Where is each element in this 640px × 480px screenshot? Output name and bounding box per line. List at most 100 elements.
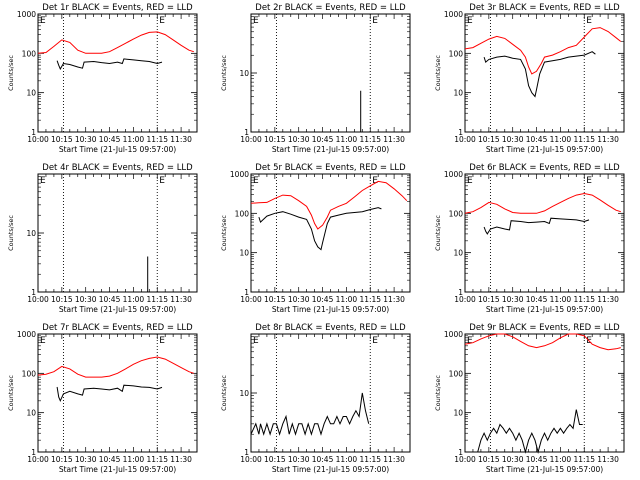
y-tick-label: 100 xyxy=(449,369,464,378)
y-axis-label: Counts/sec xyxy=(434,215,442,251)
y-axis-label: Counts/sec xyxy=(220,375,228,411)
y-tick-label: 100 xyxy=(22,369,37,378)
y-tick-label: 10 xyxy=(453,89,463,98)
series-lld-red xyxy=(464,192,621,214)
y-tick-label: 1000 xyxy=(17,330,36,339)
x-tick-label: 10:45 xyxy=(526,455,548,464)
event-marker-e: E xyxy=(159,176,165,186)
x-tick-label: 10:30 xyxy=(288,295,310,304)
x-tick-label: 10:15 xyxy=(478,135,500,144)
x-tick-label: 10:30 xyxy=(502,295,524,304)
x-tick-label: 11:15 xyxy=(359,295,381,304)
x-tick-label: 11:30 xyxy=(170,455,192,464)
x-tick-label: 11:30 xyxy=(597,135,619,144)
x-tick-label: 11:00 xyxy=(550,135,572,144)
x-axis-label: Start Time (21-Jul-15 09:57:00) xyxy=(486,145,603,154)
event-marker-e: E xyxy=(372,336,378,346)
x-tick-label: 10:00 xyxy=(454,455,476,464)
panel-title: Det 3r BLACK = Events, RED = LLD xyxy=(469,3,620,13)
plot-frame xyxy=(37,333,198,453)
y-tick-label: 1000 xyxy=(17,10,36,19)
y-tick-label: 1000 xyxy=(444,330,463,339)
x-tick-label: 11:15 xyxy=(146,455,168,464)
x-tick-label: 10:30 xyxy=(502,135,524,144)
x-tick-label: 11:00 xyxy=(550,455,572,464)
x-tick-label: 11:30 xyxy=(170,135,192,144)
series-lld-red xyxy=(37,31,194,54)
y-axis-label: Counts/sec xyxy=(220,55,228,91)
event-marker-e: E xyxy=(253,176,259,186)
event-marker-e: E xyxy=(40,336,46,346)
event-marker-e: E xyxy=(467,336,473,346)
x-tick-label: 10:45 xyxy=(312,455,334,464)
y-axis-label: Counts/sec xyxy=(7,215,15,251)
y-tick-label: 10 xyxy=(26,229,36,238)
x-tick-label: 10:00 xyxy=(240,295,262,304)
y-tick-label: 1000 xyxy=(230,170,249,179)
x-axis-label: Start Time (21-Jul-15 09:57:00) xyxy=(486,465,603,474)
event-marker-e: E xyxy=(467,16,473,26)
panel-det-2: Det 2r BLACK = Events, RED = LLD 1 10 10:00… xyxy=(220,3,411,154)
y-tick-label: 10 xyxy=(453,409,463,418)
x-tick-label: 10:15 xyxy=(264,135,286,144)
y-tick-label: 10 xyxy=(453,249,463,258)
panel-title: Det 8r BLACK = Events, RED = LLD xyxy=(255,323,406,333)
x-tick-label: 11:00 xyxy=(336,455,358,464)
y-axis-label: Counts/sec xyxy=(220,215,228,251)
x-tick-label: 11:00 xyxy=(123,135,145,144)
x-axis-label: Start Time (21-Jul-15 09:57:00) xyxy=(272,145,389,154)
x-tick-label: 11:00 xyxy=(336,135,358,144)
x-tick-label: 10:30 xyxy=(288,455,310,464)
event-marker-e: E xyxy=(40,176,46,186)
x-tick-label: 10:45 xyxy=(99,135,121,144)
panel-title: Det 6r BLACK = Events, RED = LLD xyxy=(469,163,620,173)
y-tick-label: 100 xyxy=(449,49,464,58)
panel-title: Det 7r BLACK = Events, RED = LLD xyxy=(42,323,193,333)
x-axis-label: Start Time (21-Jul-15 09:57:00) xyxy=(59,305,176,314)
x-tick-label: 11:00 xyxy=(336,295,358,304)
event-marker-e: E xyxy=(253,336,259,346)
y-axis-label: Counts/sec xyxy=(7,55,15,91)
x-tick-label: 10:15 xyxy=(478,295,500,304)
plot-frame xyxy=(37,13,198,133)
x-tick-label: 10:00 xyxy=(454,135,476,144)
x-tick-label: 10:45 xyxy=(99,295,121,304)
x-tick-label: 11:30 xyxy=(170,295,192,304)
series-events-black xyxy=(483,217,590,235)
y-tick-label: 10 xyxy=(239,249,249,258)
x-axis-label: Start Time (21-Jul-15 09:57:00) xyxy=(272,305,389,314)
y-tick-label: 1 xyxy=(458,448,463,457)
series-events-black xyxy=(483,51,596,98)
x-tick-label: 10:30 xyxy=(288,135,310,144)
plot-frame xyxy=(250,13,411,133)
panel-det-6: Det 6r BLACK = Events, RED = LLD 1 10 100 10… xyxy=(434,163,625,314)
y-tick-label: 1000 xyxy=(444,170,463,179)
x-tick-label: 11:15 xyxy=(359,135,381,144)
x-tick-label: 11:30 xyxy=(597,295,619,304)
y-axis-label: Counts/sec xyxy=(434,55,442,91)
x-tick-label: 11:15 xyxy=(573,455,595,464)
panel-title: Det 5r BLACK = Events, RED = LLD xyxy=(255,163,406,173)
x-tick-label: 10:15 xyxy=(51,295,73,304)
y-tick-label: 1 xyxy=(244,128,249,137)
x-axis-label: Start Time (21-Jul-15 09:57:00) xyxy=(486,305,603,314)
plot-frame xyxy=(250,173,411,293)
y-tick-label: 10 xyxy=(26,409,36,418)
series-events-black xyxy=(465,409,583,454)
x-tick-label: 10:15 xyxy=(264,295,286,304)
series-events-black xyxy=(56,384,163,403)
x-tick-label: 10:15 xyxy=(264,455,286,464)
event-marker-e: E xyxy=(159,16,165,26)
plot-frame xyxy=(464,13,625,133)
panel-det-4: Det 4r BLACK = Events, RED = LLD 1 10 10:00… xyxy=(7,163,198,314)
x-tick-label: 10:15 xyxy=(478,455,500,464)
x-tick-label: 10:45 xyxy=(312,135,334,144)
x-tick-label: 11:30 xyxy=(383,135,405,144)
y-tick-label: 1 xyxy=(31,448,36,457)
x-tick-label: 10:00 xyxy=(454,295,476,304)
series-events-black xyxy=(250,392,370,436)
y-axis-label: Counts/sec xyxy=(434,375,442,411)
y-tick-label: 1 xyxy=(458,288,463,297)
series-events-black xyxy=(258,207,382,251)
